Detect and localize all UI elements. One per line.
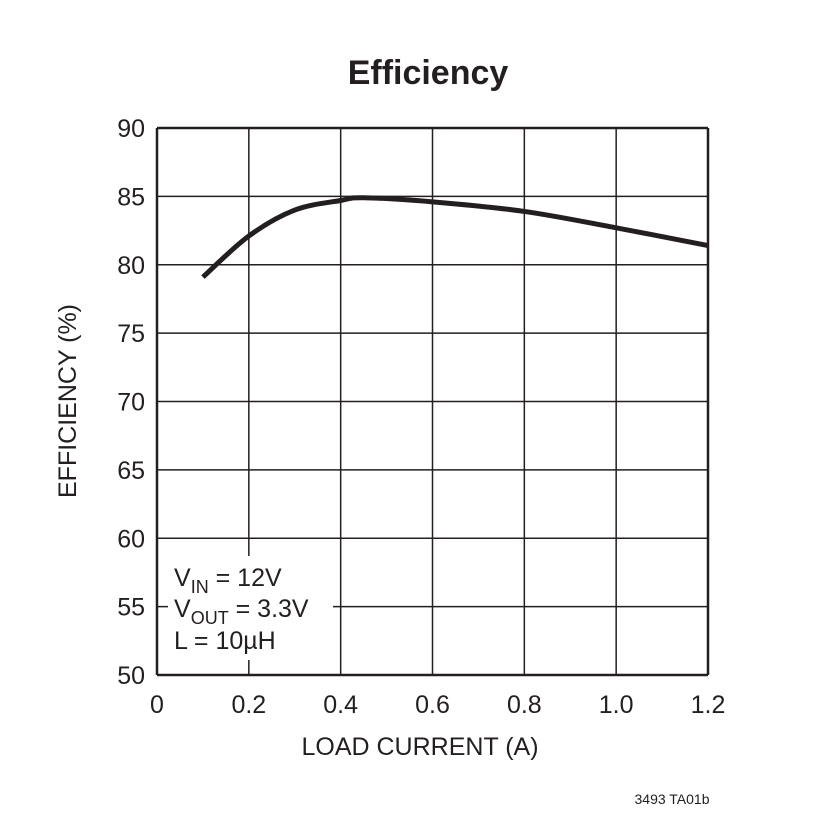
footnote: 3493 TA01b [635, 791, 710, 807]
y-tick-label: 85 [117, 183, 145, 211]
annotation-inductor: L = 10µH [174, 627, 276, 655]
y-tick-labels: 50 55 60 65 70 75 80 85 90 [117, 115, 145, 690]
y-tick-label: 60 [117, 525, 145, 553]
x-axis-label: LOAD CURRENT (A) [301, 733, 538, 761]
y-tick-label: 80 [117, 252, 145, 280]
x-tick-labels: 0 0.2 0.4 0.6 0.8 1.0 1.2 [150, 691, 725, 719]
y-tick-label: 50 [117, 662, 145, 690]
x-tick-label: 0.2 [231, 691, 266, 719]
x-tick-label: 0 [150, 691, 164, 719]
y-tick-label: 70 [117, 389, 145, 417]
x-tick-label: 0.4 [323, 691, 358, 719]
x-tick-label: 0.8 [507, 691, 542, 719]
chart-title: Efficiency [348, 54, 509, 92]
x-tick-label: 1.0 [599, 691, 634, 719]
x-tick-label: 0.6 [415, 691, 450, 719]
annotation-vin: VIN = 12V [174, 564, 282, 597]
y-tick-label: 65 [117, 457, 145, 485]
y-axis-label: EFFICIENCY (%) [54, 304, 82, 498]
annotation-vout: VOUT = 3.3V [174, 595, 309, 628]
y-tick-label: 75 [117, 320, 145, 348]
y-tick-label: 55 [117, 594, 145, 622]
annotation-background [168, 556, 333, 660]
grid [155, 126, 710, 677]
x-tick-label: 1.2 [691, 691, 726, 719]
y-tick-label: 90 [117, 115, 145, 143]
efficiency-curve [201, 195, 709, 279]
